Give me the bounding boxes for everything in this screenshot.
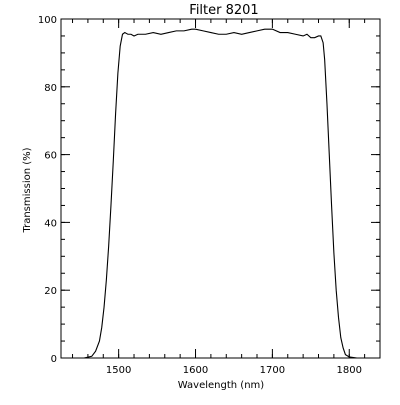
x-axis-label: Wavelength (nm) bbox=[178, 380, 264, 391]
y-tick-label: 40 bbox=[44, 218, 57, 229]
y-axis-label: Transmission (%) bbox=[22, 147, 33, 233]
y-tick-label: 60 bbox=[44, 151, 57, 162]
axis-ticks bbox=[61, 18, 381, 359]
y-tick-label: 20 bbox=[44, 286, 57, 297]
x-tick-label: 1800 bbox=[337, 365, 362, 376]
transmission-curve bbox=[64, 28, 379, 359]
x-tick-label: 1700 bbox=[260, 365, 285, 376]
y-tick-label: 0 bbox=[51, 354, 57, 365]
y-tick-label: 100 bbox=[38, 15, 57, 26]
plot-frame bbox=[60, 18, 381, 359]
chart-title: Filter 8201 bbox=[189, 3, 258, 18]
tick-labels: 1500 1600 1700 1800 0 20 40 60 80 100 bbox=[38, 15, 362, 376]
x-tick-label: 1600 bbox=[183, 365, 208, 376]
x-tick-label: 1500 bbox=[106, 365, 131, 376]
y-tick-label: 80 bbox=[44, 83, 57, 94]
